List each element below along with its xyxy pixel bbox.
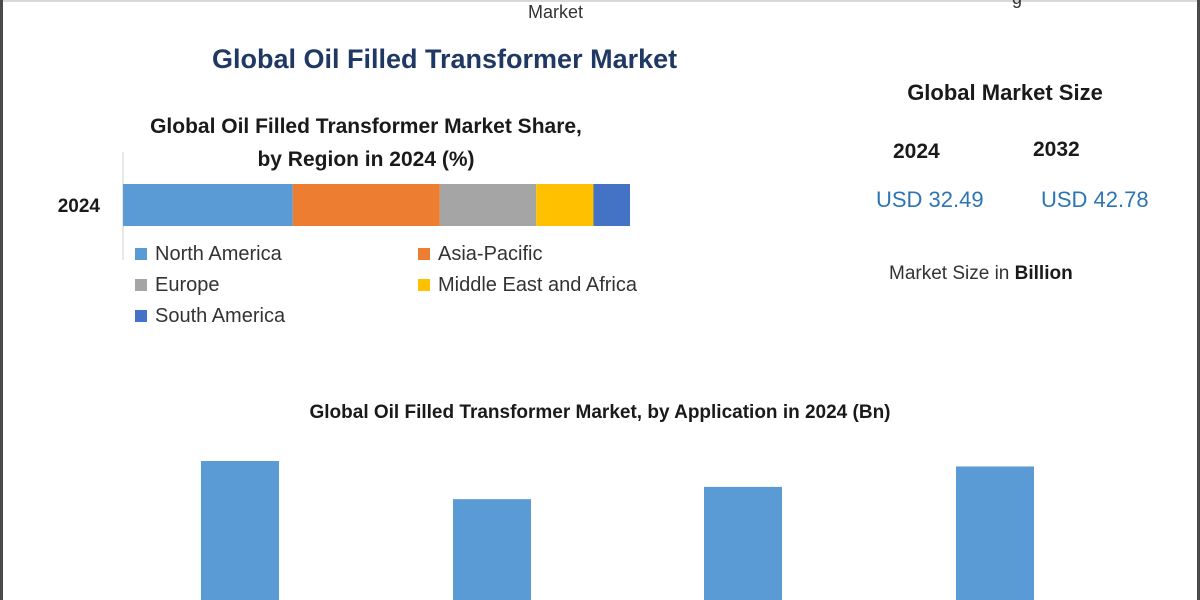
- legend-label-4: South America: [155, 305, 286, 327]
- region-chart-title: Global Oil Filled Transformer Market Sha…: [86, 110, 646, 176]
- region-bar-segment-2: [439, 184, 537, 226]
- region-chart-category-label: 2024: [58, 196, 101, 217]
- application-bar-2: [704, 486, 782, 600]
- market-size-value-2024: USD 32.49: [876, 187, 984, 212]
- market-size-title: Global Market Size: [907, 80, 1103, 105]
- region-bar-segment-0: [123, 184, 293, 226]
- market-size-value-2032: USD 42.78: [1041, 187, 1149, 212]
- market-size-year-2024: 2024: [893, 140, 940, 163]
- legend-label-1: Asia-Pacific: [438, 243, 542, 265]
- region-chart-title-line2: by Region in 2024 (%): [257, 148, 475, 171]
- legend-label-0: North America: [155, 243, 283, 265]
- frame-left-border: [0, 0, 3, 600]
- header-fragment-text-right: g: [1012, 0, 1022, 9]
- legend-swatch-0: [135, 248, 147, 260]
- frame-right-border: [1197, 0, 1200, 600]
- legend-label-3: Middle East and Africa: [438, 274, 638, 296]
- region-share-chart: 2024 North America Asia-Pacific Europe Middl…: [58, 152, 638, 327]
- legend-swatch-4: [135, 310, 147, 322]
- market-size-year-2032: 2032: [1033, 138, 1080, 161]
- application-bar-3: [956, 466, 1034, 600]
- market-size-unit-note: Market Size in Billion: [889, 263, 1073, 285]
- application-chart-title: Global Oil Filled Transformer Market, by…: [309, 402, 891, 423]
- application-bar-chart: [201, 461, 1034, 600]
- frame-top-border: [0, 0, 1200, 2]
- page-title: Global Oil Filled Transformer Market: [212, 44, 678, 74]
- legend-swatch-3: [418, 279, 430, 291]
- application-bar-1: [453, 499, 531, 600]
- unit-note-prefix: Market Size in: [889, 263, 1010, 284]
- region-bar-segment-3: [536, 184, 594, 226]
- unit-note-bold: Billion: [1014, 263, 1073, 284]
- region-bar-segment-4: [593, 184, 630, 226]
- legend-swatch-1: [418, 248, 430, 260]
- application-bar-0: [201, 461, 279, 600]
- region-chart-title-line1: Global Oil Filled Transformer Market Sha…: [150, 115, 582, 138]
- legend-swatch-2: [135, 279, 147, 291]
- region-bar-segment-1: [292, 184, 440, 226]
- legend-label-2: Europe: [155, 274, 220, 296]
- header-fragment-text: Market: [528, 2, 584, 22]
